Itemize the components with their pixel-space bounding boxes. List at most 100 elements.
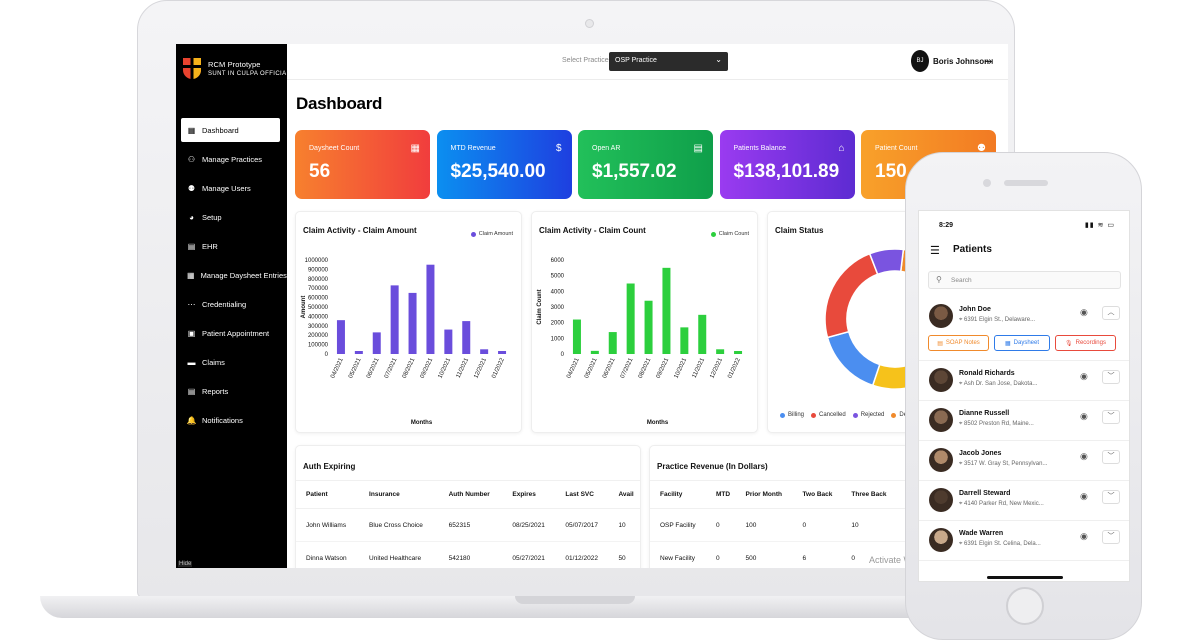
phone-home-button[interactable] xyxy=(1006,587,1044,625)
eye-icon[interactable]: ◉ xyxy=(1080,451,1088,461)
x-tick-label: 01/2022 xyxy=(491,357,506,380)
list-item[interactable]: Ronald Richards ⌖ Ash Dr. San Jose, Dakot… xyxy=(919,361,1129,401)
eye-icon[interactable]: ◉ xyxy=(1080,307,1088,317)
sidebar-item-reports[interactable]: ▤ Reports xyxy=(181,379,280,403)
table-cell: New Facility xyxy=(650,541,706,568)
bar[interactable] xyxy=(590,350,599,354)
donut-slice[interactable] xyxy=(868,248,905,276)
bar[interactable] xyxy=(480,349,489,354)
bar[interactable] xyxy=(608,332,617,354)
stat-card-daysheet-count[interactable]: Daysheet Count 56 ▦ xyxy=(295,130,430,199)
y-tick-label: 900000 xyxy=(308,267,329,273)
column-header[interactable]: Patient xyxy=(296,480,360,509)
avatar xyxy=(929,368,953,392)
avatar[interactable]: BJ xyxy=(911,50,929,72)
column-header[interactable]: Prior Month xyxy=(735,480,793,509)
bar[interactable] xyxy=(408,292,417,354)
claim-count-panel: Claim Activity - Claim Count Claim Count… xyxy=(531,211,758,433)
legend-label: Billing xyxy=(788,412,805,418)
y-tick-label: 700000 xyxy=(308,286,329,292)
eye-icon[interactable]: ◉ xyxy=(1080,371,1088,381)
page-title: Dashboard xyxy=(296,94,383,113)
recordings-button[interactable]: 🎙 Recordings xyxy=(1055,335,1116,351)
bar[interactable] xyxy=(426,264,435,354)
patient-name: Dianne Russell xyxy=(959,410,1010,417)
bar[interactable] xyxy=(390,285,399,354)
eye-icon[interactable]: ◉ xyxy=(1080,411,1088,421)
chevron-up-icon[interactable]: ︿ xyxy=(1102,306,1120,320)
list-item[interactable]: Darrell Steward ⌖ 4140 Parker Rd, New Mex… xyxy=(919,481,1129,521)
stat-card-open-ar[interactable]: Open AR $1,557.02 ▤ xyxy=(578,130,713,199)
eye-icon[interactable]: ◉ xyxy=(1080,491,1088,501)
bar[interactable] xyxy=(734,351,743,354)
column-header[interactable]: Three Back xyxy=(841,480,897,509)
chevron-down-icon[interactable]: ﹀ xyxy=(1102,450,1120,464)
chevron-down-icon[interactable]: ﹀ xyxy=(1102,490,1120,504)
column-header[interactable]: Auth Number xyxy=(438,480,503,509)
column-header[interactable]: Last SVC xyxy=(555,480,609,509)
soap-notes-button[interactable]: ▤ SOAP Notes xyxy=(928,335,989,351)
stat-card-patients-balance[interactable]: Patients Balance $138,101.89 ⌂ xyxy=(719,130,855,199)
avatar xyxy=(929,488,953,512)
column-header[interactable]: Facility xyxy=(650,480,706,509)
sidebar-item-setup[interactable]: ◕ Setup xyxy=(181,205,280,229)
column-header[interactable]: Two Back xyxy=(792,480,842,509)
chevron-down-icon[interactable]: ﹀ xyxy=(1102,530,1120,544)
bar[interactable] xyxy=(644,300,653,354)
y-tick-label: 5000 xyxy=(551,274,565,280)
patient-address-text: 6391 Elgin St., Delaware... xyxy=(964,317,1036,323)
y-tick-label: 0 xyxy=(561,352,565,358)
folder-icon: ▬ xyxy=(187,357,196,367)
table-row[interactable]: OSP Facility01000107 xyxy=(650,508,948,542)
user-name[interactable]: Boris Johnson xyxy=(933,57,990,66)
sidebar-item-notifications[interactable]: 🔔 Notifications xyxy=(181,408,280,432)
chevron-down-icon[interactable]: ﹀ xyxy=(1102,370,1120,384)
sidebar-item-credentialing[interactable]: ⋯ Credentialing xyxy=(181,292,280,316)
sidebar-item-dashboard[interactable]: ▦ Dashboard xyxy=(181,118,280,142)
donut-slice[interactable] xyxy=(826,330,881,387)
x-tick-label: 04/2021 xyxy=(566,357,581,380)
list-item[interactable]: John Doe ⌖ 6391 Elgin St., Delaware... ◉ ︿ xyxy=(919,297,1129,361)
chevron-down-icon[interactable]: ﹀ xyxy=(1102,410,1120,424)
bar[interactable] xyxy=(498,351,507,354)
hide-sidebar-button[interactable]: Hide xyxy=(178,561,193,567)
practices-icon: ⚇ xyxy=(187,154,196,164)
menu-icon[interactable]: ☰ xyxy=(930,245,940,257)
sidebar-item-manage-daysheet-entries[interactable]: ▦ Manage Daysheet Entries xyxy=(181,263,287,287)
bar[interactable] xyxy=(444,329,453,354)
bar[interactable] xyxy=(372,332,381,354)
bar[interactable] xyxy=(462,321,471,354)
bar[interactable] xyxy=(626,283,635,355)
bar[interactable] xyxy=(336,320,345,354)
daysheet-button[interactable]: ▦ Daysheet xyxy=(994,335,1050,351)
stat-card-mtd-revenue[interactable]: MTD Revenue $25,540.00 $ xyxy=(436,130,572,199)
sidebar-item-manage-practices[interactable]: ⚇ Manage Practices xyxy=(181,147,280,171)
list-item[interactable]: Wade Warren ⌖ 6391 Elgin St. Celina, Dela… xyxy=(919,521,1129,561)
bar[interactable] xyxy=(680,327,689,354)
bar[interactable] xyxy=(572,319,581,354)
bar[interactable] xyxy=(354,351,363,354)
x-tick-label: 12/2021 xyxy=(709,357,724,380)
bar[interactable] xyxy=(698,314,707,354)
column-header[interactable]: MTD xyxy=(705,480,736,509)
search-input[interactable]: ⚲ Search xyxy=(928,271,1121,289)
list-item[interactable]: Jacob Jones ⌖ 3517 W. Gray St, Pennsylvan… xyxy=(919,441,1129,481)
table-header-row: Patient Insurance Auth Number Expires Last S… xyxy=(296,480,640,509)
sidebar-item-patient-appointment[interactable]: ▣ Patient Appointment xyxy=(181,321,280,345)
sidebar-item-manage-users[interactable]: ⚉ Manage Users xyxy=(181,176,280,200)
sidebar-item-claims[interactable]: ▬ Claims xyxy=(181,350,280,374)
legend-label: Rejected xyxy=(860,412,885,418)
bar[interactable] xyxy=(662,267,671,354)
list-item[interactable]: Dianne Russell ⌖ 8502 Preston Rd, Maine..… xyxy=(919,401,1129,441)
column-header[interactable]: Avail xyxy=(608,480,640,509)
donut-slice[interactable] xyxy=(824,252,879,339)
sidebar-item-ehr[interactable]: ▤ EHR xyxy=(181,234,280,258)
bar[interactable] xyxy=(716,349,725,354)
column-header[interactable]: Expires xyxy=(502,480,556,509)
eye-icon[interactable]: ◉ xyxy=(1080,531,1088,541)
logout-icon[interactable]: ⇥ xyxy=(984,56,994,68)
table-row[interactable]: John Williams Blue Cross Choice 652315 08/2… xyxy=(296,508,640,542)
table-row[interactable]: Dinna Watson United Healthcare 542180 05/27… xyxy=(296,541,640,568)
column-header[interactable]: Insurance xyxy=(359,480,439,509)
practice-select[interactable]: OSP Practice ⌄ xyxy=(609,52,728,71)
